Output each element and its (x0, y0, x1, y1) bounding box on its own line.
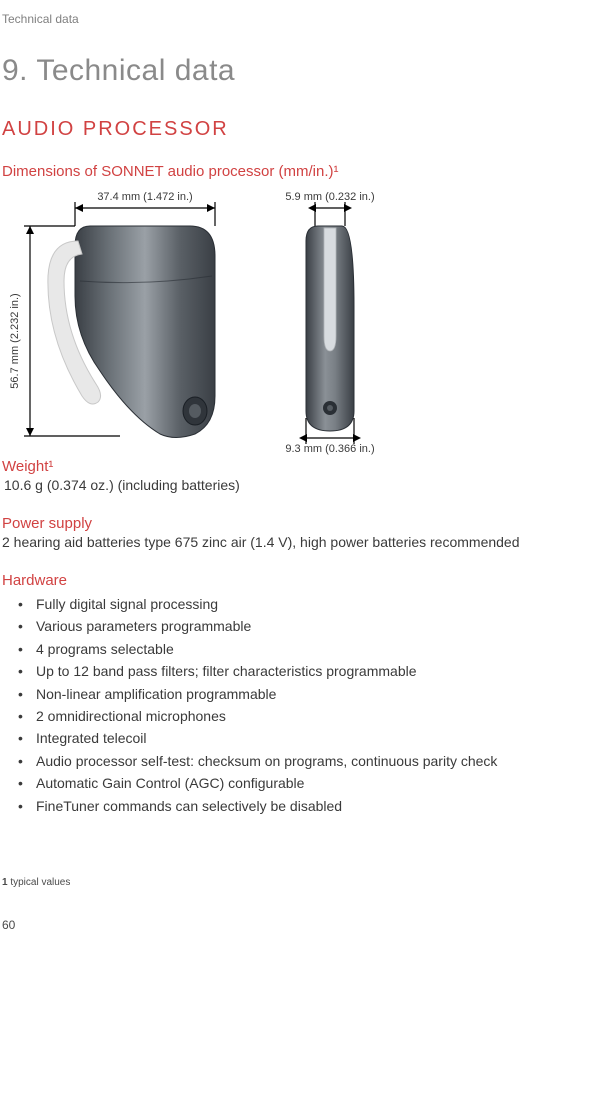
hardware-item: Various parameters programmable (0, 615, 608, 637)
hardware-item: Up to 12 band pass filters; filter chara… (0, 660, 608, 682)
hardware-item: 4 programs selectable (0, 638, 608, 660)
hardware-item: Automatic Gain Control (AGC) configurabl… (0, 772, 608, 794)
hardware-item: Fully digital signal processing (0, 593, 608, 615)
hardware-item: Integrated telecoil (0, 727, 608, 749)
dim-label-left-vertical: 56.7 mm (2.232 in.) (9, 293, 21, 388)
power-text: 2 hearing aid batteries type 675 zinc ai… (0, 534, 608, 550)
dim-label-top-left: 37.4 mm (1.472 in.) (97, 191, 192, 203)
hardware-item: 2 omnidirectional microphones (0, 705, 608, 727)
page-number: 60 (0, 918, 608, 932)
breadcrumb: Technical data (0, 12, 608, 26)
footnote-text: typical values (8, 877, 71, 888)
hardware-heading: Hardware (0, 572, 608, 589)
dimensions-svg: 37.4 mm (1.472 in.) 56.7 mm (2.232 in.) (0, 186, 420, 456)
weight-heading: Weight¹ (0, 458, 608, 475)
dimensions-diagram: 37.4 mm (1.472 in.) 56.7 mm (2.232 in.) (0, 186, 608, 456)
hardware-item: Non-linear amplification programmable (0, 683, 608, 705)
dim-label-top-right: 5.9 mm (0.232 in.) (285, 191, 374, 203)
page-title: 9. Technical data (0, 54, 608, 88)
power-heading: Power supply (0, 515, 608, 532)
footnote: 1 typical values (0, 877, 608, 888)
weight-text: 10.6 g (0.374 oz.) (including batteries) (0, 477, 608, 493)
hardware-item: Audio processor self-test: checksum on p… (0, 750, 608, 772)
dimensions-heading: Dimensions of SONNET audio processor (mm… (0, 163, 608, 180)
section-audio-processor: AUDIO PROCESSOR (0, 118, 608, 141)
dim-label-bottom-right: 9.3 mm (0.366 in.) (285, 443, 374, 455)
hardware-item: FineTuner commands can selectively be di… (0, 795, 608, 817)
hardware-list: Fully digital signal processing Various … (0, 593, 608, 817)
